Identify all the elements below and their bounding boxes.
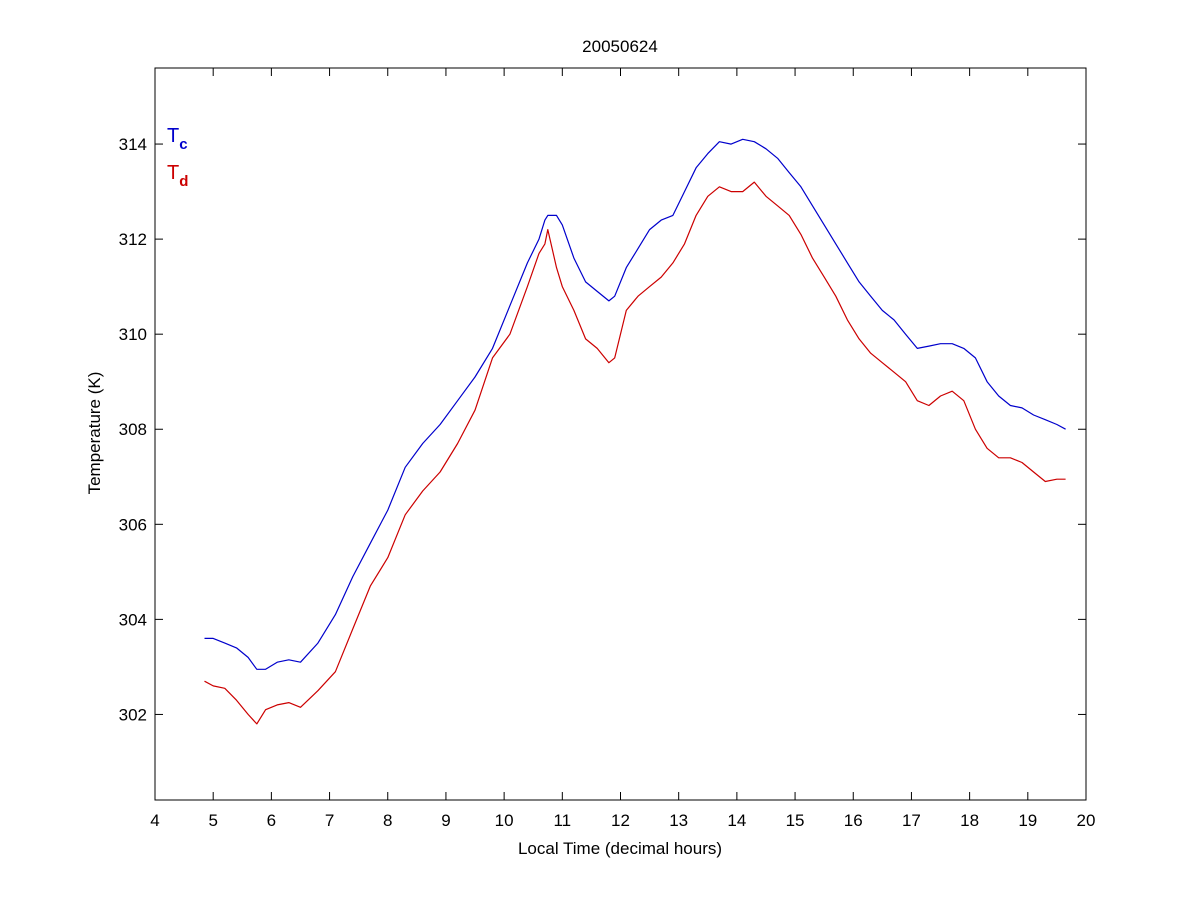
x-tick-label: 11 xyxy=(553,811,571,830)
chart-title: 20050624 xyxy=(582,37,658,56)
y-tick-label: 312 xyxy=(119,230,147,249)
x-tick-label: 8 xyxy=(383,811,392,830)
y-tick-label: 304 xyxy=(119,610,147,629)
x-tick-label: 17 xyxy=(902,811,921,830)
x-tick-label: 7 xyxy=(325,811,334,830)
legend-subscript: c xyxy=(179,136,187,153)
y-tick-label: 314 xyxy=(119,135,147,154)
legend-symbol: T xyxy=(167,125,179,147)
x-tick-label: 4 xyxy=(150,811,159,830)
y-tick-label: 302 xyxy=(119,705,147,724)
series-line-c xyxy=(204,138,1066,670)
x-tick-label: 5 xyxy=(208,811,217,830)
x-tick-label: 15 xyxy=(786,811,805,830)
x-tick-label: 19 xyxy=(1018,811,1037,830)
x-tick-label: 18 xyxy=(960,811,979,830)
legend-entry-d: Td xyxy=(167,162,188,190)
series-layer xyxy=(204,138,1066,725)
y-tick-label: 306 xyxy=(119,515,147,534)
y-tick-label: 310 xyxy=(119,325,147,344)
x-tick-label: 14 xyxy=(727,811,746,830)
x-tick-label: 6 xyxy=(267,811,276,830)
legend-entry-c: Tc xyxy=(167,125,188,153)
x-axis-ticks: 4 5 6 7 8 9 10 11 12 13 14 15 16 17 18 19 20 xyxy=(150,68,1095,830)
x-axis-label: Local Time (decimal hours) xyxy=(518,839,722,858)
plot-area-frame xyxy=(154,67,1087,801)
y-axis-label: Temperature (K) xyxy=(85,372,104,495)
x-tick-label: 13 xyxy=(669,811,688,830)
x-tick-label: 10 xyxy=(495,811,514,830)
x-tick-label: 16 xyxy=(844,811,863,830)
legend-subscript: d xyxy=(179,173,188,190)
legend-symbol: T xyxy=(167,162,179,184)
x-tick-label: 20 xyxy=(1077,811,1096,830)
series-line-d xyxy=(204,181,1066,725)
y-tick-label: 308 xyxy=(119,420,147,439)
x-tick-label: 9 xyxy=(441,811,450,830)
y-axis-ticks: 302 304 306 308 310 312 314 xyxy=(119,135,1086,724)
x-tick-label: 12 xyxy=(611,811,630,830)
